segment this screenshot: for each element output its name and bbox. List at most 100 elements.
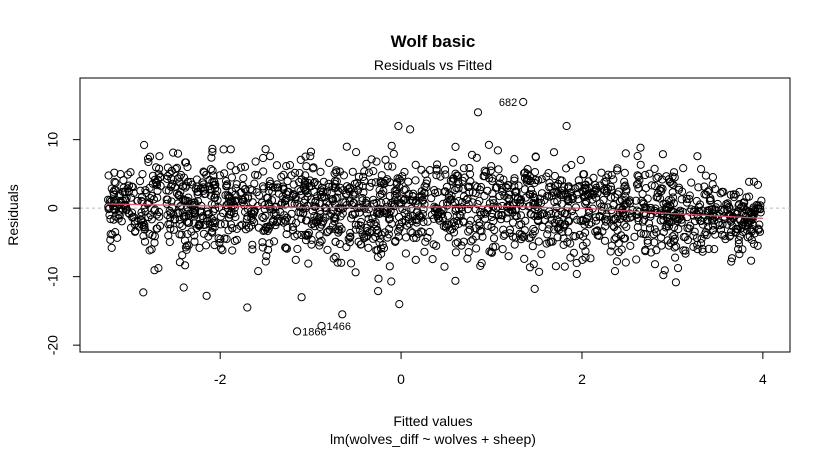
residual-point xyxy=(126,193,136,202)
residual-point xyxy=(495,173,504,182)
residual-point xyxy=(534,198,543,207)
residual-point xyxy=(659,216,668,225)
residual-point xyxy=(182,245,191,254)
residual-point xyxy=(419,217,428,227)
residual-point xyxy=(202,170,211,179)
residual-point xyxy=(495,192,504,201)
residual-point xyxy=(623,199,632,208)
residual-point xyxy=(439,199,448,208)
residual-point xyxy=(452,184,461,193)
residual-point xyxy=(575,230,584,239)
residual-point xyxy=(564,182,573,191)
residual-point xyxy=(537,250,546,259)
residual-point xyxy=(550,225,559,234)
residual-point xyxy=(171,164,180,174)
residual-point xyxy=(494,165,503,174)
residual-point xyxy=(749,210,758,220)
residual-point xyxy=(207,185,216,194)
residual-point xyxy=(251,170,260,179)
residual-point xyxy=(258,212,267,222)
residual-point xyxy=(556,176,565,185)
residual-point xyxy=(551,262,561,271)
residual-point xyxy=(633,206,642,215)
outlier-label: 1866 xyxy=(302,326,326,338)
residual-point xyxy=(304,259,313,268)
residual-point xyxy=(218,246,227,255)
residual-point xyxy=(739,218,748,227)
residual-point xyxy=(345,233,355,242)
residual-point xyxy=(105,211,114,220)
residual-point xyxy=(549,148,559,157)
residual-point xyxy=(646,212,655,221)
residual-point xyxy=(674,185,684,194)
residual-point xyxy=(359,172,368,181)
residual-point xyxy=(442,182,451,191)
residual-point xyxy=(355,208,364,217)
residual-point xyxy=(195,220,204,230)
residual-point xyxy=(490,226,499,235)
residual-point xyxy=(757,196,766,205)
residual-point xyxy=(681,246,690,255)
smooth-trend-line xyxy=(107,203,763,219)
x-axis-sublabel: lm(wolves_diff ~ wolves + sheep) xyxy=(330,431,536,447)
residual-point xyxy=(615,197,625,206)
residual-point xyxy=(487,162,496,171)
residual-point xyxy=(319,188,328,197)
residual-point xyxy=(727,257,736,266)
residual-point xyxy=(255,191,264,200)
residual-point xyxy=(317,321,326,331)
residual-point xyxy=(367,178,376,187)
residual-point xyxy=(417,213,426,222)
residual-point xyxy=(283,223,292,232)
residual-point xyxy=(323,245,332,254)
residual-point xyxy=(214,203,224,212)
residual-point xyxy=(150,238,159,247)
residual-point xyxy=(726,190,735,199)
residual-point xyxy=(553,224,562,233)
residual-point xyxy=(530,284,539,293)
residual-point xyxy=(387,219,396,228)
residual-point xyxy=(325,200,334,209)
residual-point xyxy=(110,185,119,195)
residual-point xyxy=(685,194,694,204)
residual-point xyxy=(531,152,540,161)
residual-point xyxy=(582,214,591,223)
y-tick-label: 10 xyxy=(45,132,61,148)
residual-point xyxy=(468,188,477,197)
residual-point xyxy=(318,218,327,227)
residual-point xyxy=(529,200,538,210)
residual-point xyxy=(395,300,404,309)
residual-point xyxy=(578,216,587,225)
residual-point xyxy=(417,192,426,201)
residual-point xyxy=(296,155,305,164)
residual-point xyxy=(332,177,341,186)
residual-point xyxy=(739,198,748,207)
residual-point xyxy=(301,216,311,225)
residual-point xyxy=(246,185,255,194)
residual-point xyxy=(306,147,316,156)
residual-point xyxy=(248,240,257,249)
residual-point xyxy=(421,237,430,246)
residual-point xyxy=(338,204,348,213)
residual-point xyxy=(395,198,404,207)
residual-point xyxy=(322,228,331,237)
residual-point xyxy=(500,230,509,239)
residual-point xyxy=(348,200,357,210)
residual-point xyxy=(174,190,183,199)
residual-point xyxy=(394,212,404,222)
residual-point xyxy=(219,145,228,154)
residual-point xyxy=(288,222,297,231)
residual-point xyxy=(581,180,590,189)
residual-point xyxy=(653,192,662,201)
residual-point xyxy=(287,171,296,180)
residual-point xyxy=(411,176,420,185)
residual-point xyxy=(404,177,413,186)
residual-point xyxy=(724,202,734,211)
residual-point xyxy=(432,166,441,175)
residual-point xyxy=(620,234,630,243)
residual-point xyxy=(476,226,485,235)
residual-point xyxy=(360,176,369,185)
residual-point xyxy=(387,277,396,286)
residual-point xyxy=(589,190,598,199)
residual-point xyxy=(548,188,557,197)
